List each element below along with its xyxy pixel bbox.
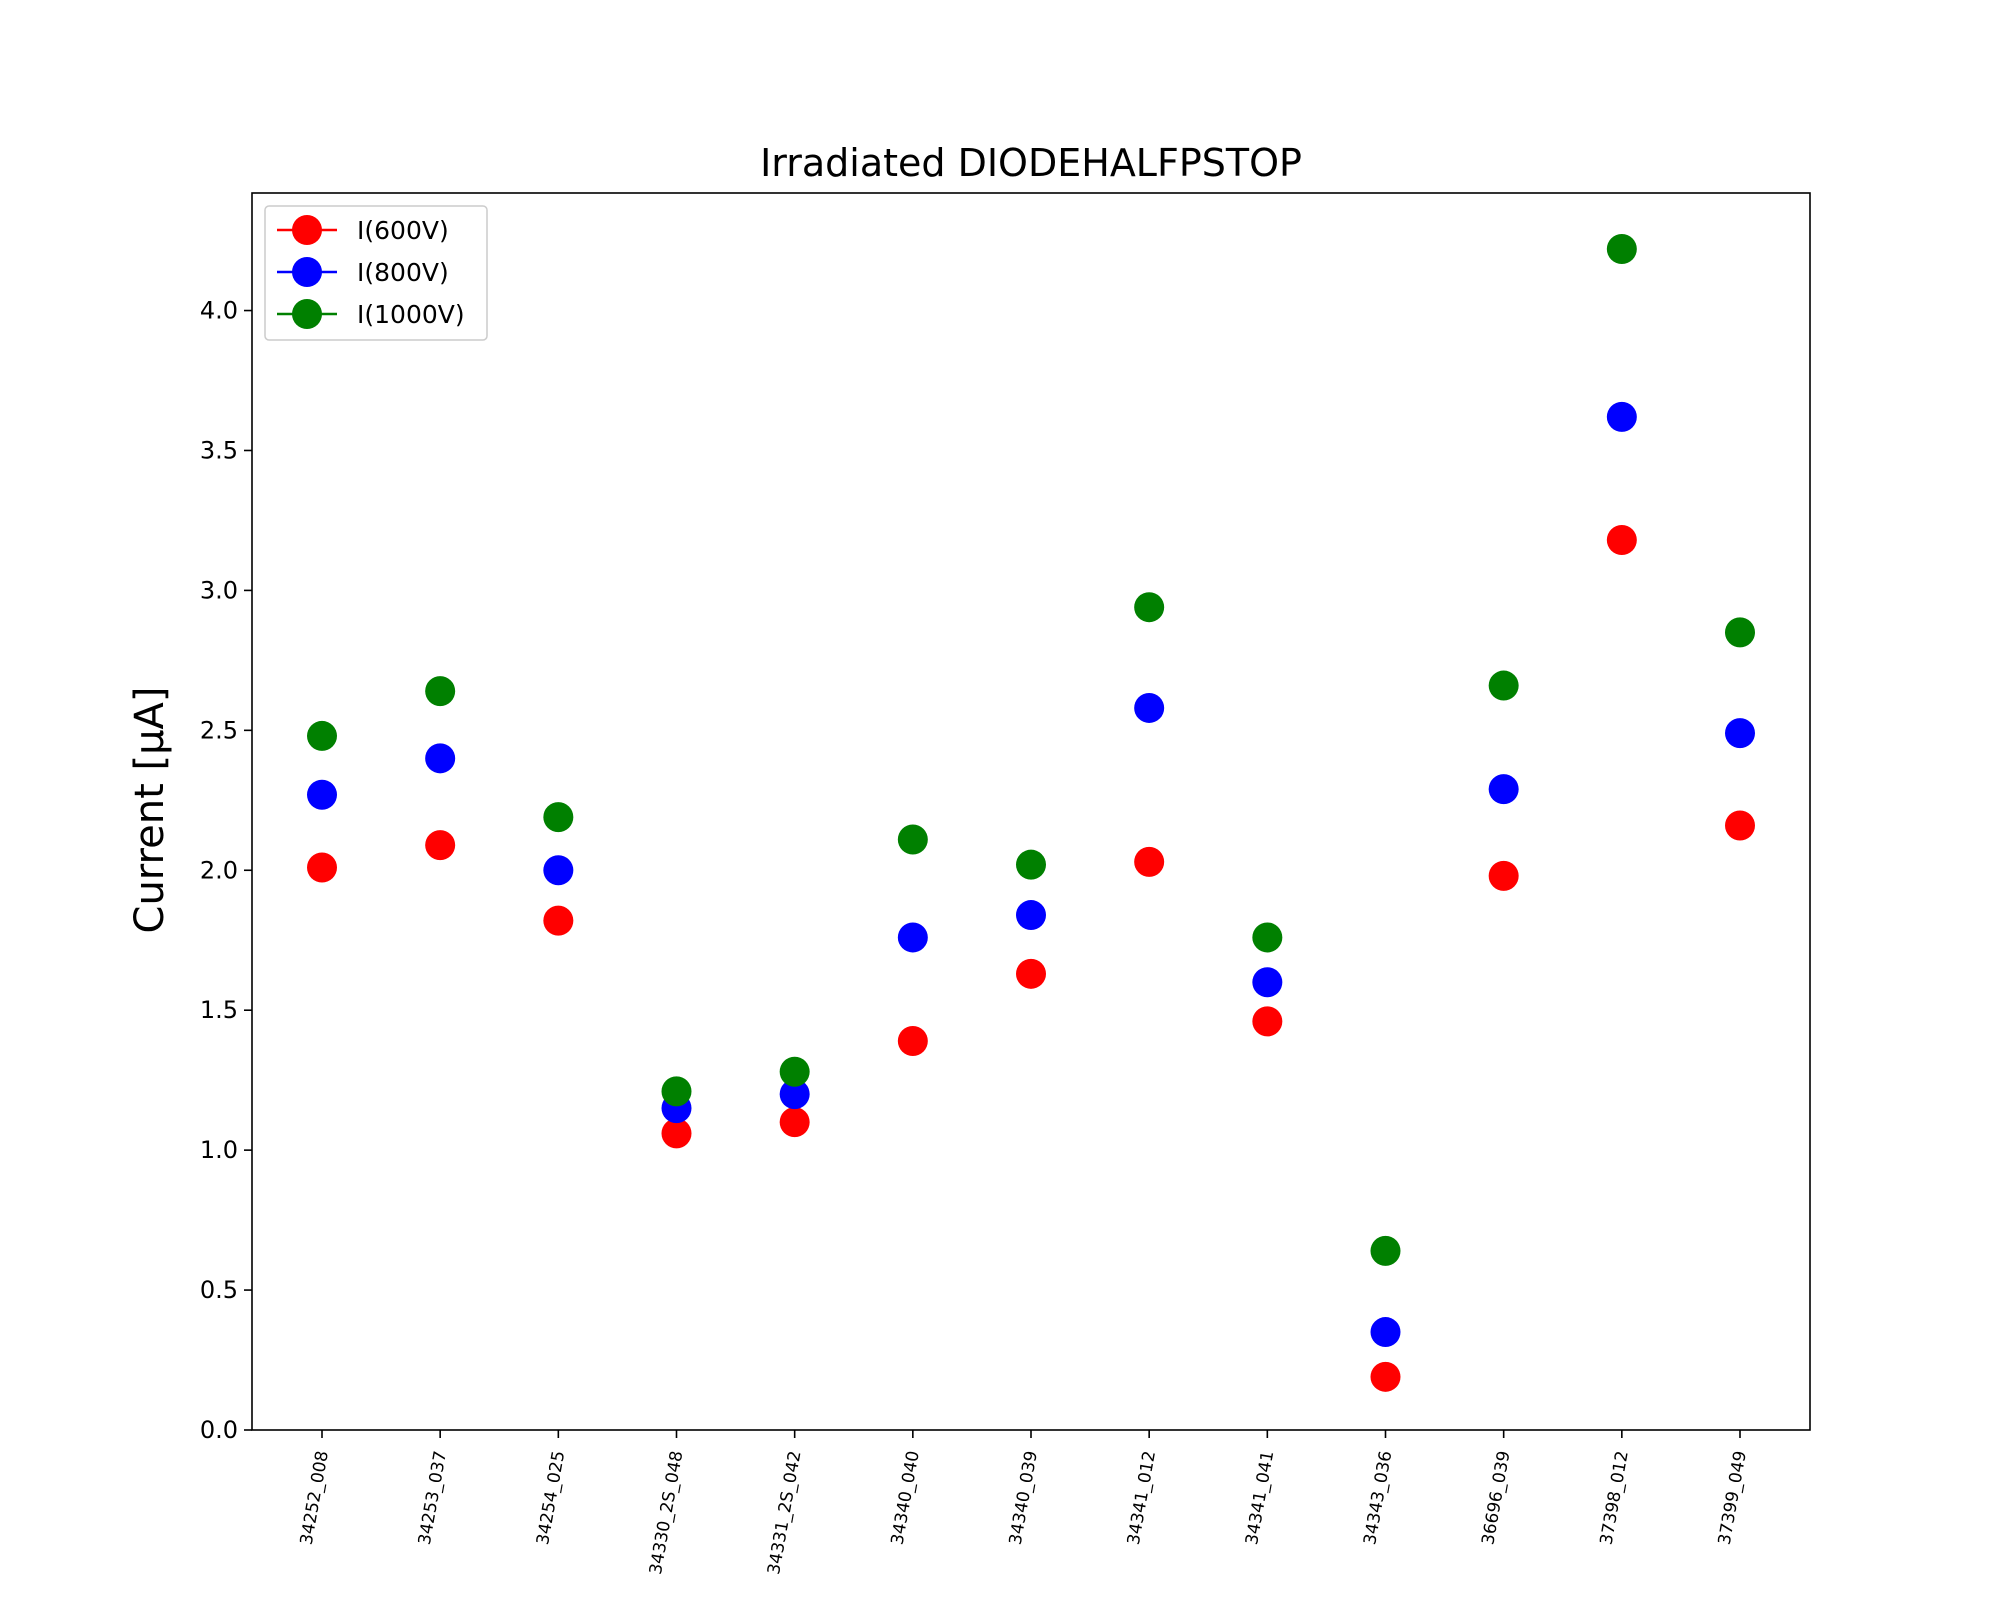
data-point [1370, 1361, 1401, 1392]
data-point [1725, 718, 1755, 749]
legend-marker [292, 257, 322, 287]
data-point [1252, 922, 1283, 953]
data-point [1370, 1317, 1401, 1348]
data-point [1016, 849, 1046, 880]
data-point [779, 1056, 810, 1087]
x-tick-label: 34330_2S_048 [646, 1449, 687, 1576]
data-point [897, 922, 928, 953]
data-point [1725, 617, 1755, 648]
data-point [661, 1076, 692, 1107]
x-tick-label: 34331_2S_042 [764, 1449, 805, 1576]
legend-marker [292, 215, 322, 245]
x-tick-label: 36696_039 [1478, 1449, 1514, 1546]
y-tick-label: 0.5 [200, 1276, 238, 1304]
legend-label: I(1000V) [357, 300, 465, 329]
legend-marker [292, 299, 322, 329]
data-point [425, 743, 456, 774]
x-tick-label: 34252_008 [297, 1449, 333, 1546]
data-point [897, 824, 928, 855]
data-point [1252, 1006, 1283, 1037]
data-point [1016, 958, 1046, 989]
x-tick-label: 34340_039 [1006, 1449, 1042, 1546]
legend: I(600V) I(800V) I(1000V) [264, 205, 488, 341]
data-point [1134, 692, 1165, 723]
y-tick-label: 1.5 [200, 996, 238, 1024]
y-tick-label: 2.5 [200, 716, 238, 744]
y-axis-ticks: 0.0 0.5 1.0 1.5 2.0 2.5 3.0 3.5 4.0 [200, 297, 252, 1444]
data-point [1606, 233, 1637, 264]
y-tick-label: 3.5 [200, 436, 238, 464]
x-tick-label: 34254_025 [533, 1449, 569, 1546]
y-tick-label: 0.0 [200, 1416, 238, 1444]
data-point [1488, 670, 1519, 701]
data-points [307, 233, 1755, 1392]
data-point [661, 1118, 692, 1149]
y-tick-label: 1.0 [200, 1136, 238, 1164]
y-tick-label: 3.0 [200, 576, 238, 604]
legend-label: I(600V) [357, 216, 449, 245]
data-point [425, 676, 456, 707]
data-point [779, 1107, 810, 1138]
x-axis-ticks: 34252_008 34253_037 34254_025 34330_2S_048 3… [297, 1430, 1751, 1576]
y-tick-label: 2.0 [200, 856, 238, 884]
data-point [779, 1079, 810, 1110]
data-point [1606, 525, 1637, 556]
y-axis-label: Current [μA] [127, 687, 173, 934]
data-point [1016, 900, 1046, 931]
plot-frame [251, 192, 1811, 1431]
x-tick-label: 34340_040 [888, 1449, 924, 1546]
data-point [307, 852, 337, 883]
data-point [307, 720, 337, 751]
data-point [1606, 401, 1637, 432]
data-point [543, 905, 574, 936]
chart-title: Irradiated DIODEHALFPSTOP [760, 141, 1302, 185]
data-point [425, 830, 456, 861]
x-tick-label: 37399_049 [1715, 1449, 1751, 1546]
data-point [543, 802, 574, 833]
x-tick-label: 34341_012 [1124, 1449, 1160, 1546]
data-point [1370, 1235, 1401, 1266]
data-point [1725, 810, 1755, 841]
x-tick-label: 34343_036 [1360, 1449, 1396, 1546]
data-point [543, 855, 574, 886]
x-tick-label: 34341_041 [1242, 1449, 1278, 1546]
data-point [1488, 774, 1519, 805]
data-point [1252, 967, 1283, 998]
data-point [1134, 846, 1165, 877]
legend-label: I(800V) [357, 258, 449, 287]
x-tick-label: 34253_037 [415, 1449, 451, 1546]
x-tick-label: 37398_012 [1597, 1449, 1633, 1546]
plot-area: 0.00.51.01.52.02.53.03.54.0 34252_008 342… [200, 192, 1811, 1576]
data-point [897, 1025, 928, 1056]
legend-box [264, 205, 488, 341]
y-tick-label: 4.0 [200, 297, 238, 325]
data-point [307, 779, 337, 810]
data-point [1134, 592, 1165, 623]
data-point [1488, 860, 1519, 891]
